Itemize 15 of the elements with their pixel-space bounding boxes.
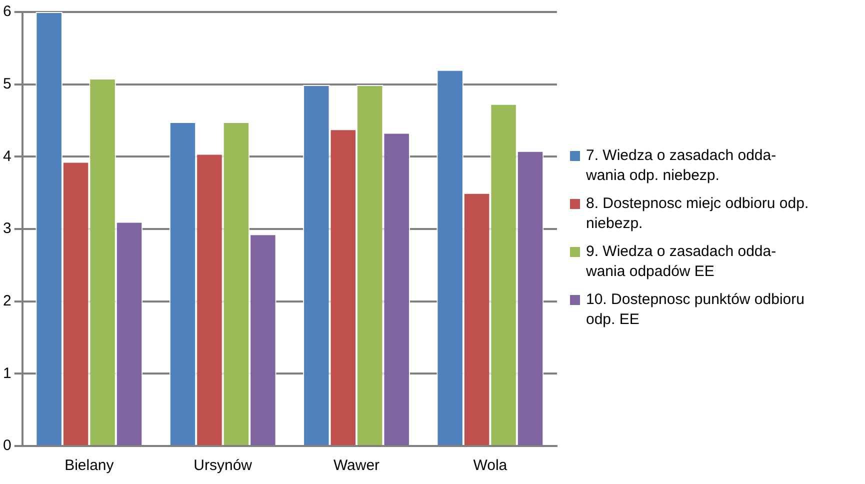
legend-label: 10. Dostepnosc punktów odbioru odp. EE: [586, 290, 806, 330]
legend-label: 8. Dostepnosc miejc odbioru odp. niebezp.: [586, 194, 810, 234]
y-tick-label: 3: [3, 220, 12, 238]
x-tick-label: Wawer: [333, 457, 380, 474]
y-tick-label: 6: [3, 3, 12, 20]
y-tick-label: 2: [3, 292, 12, 310]
y-tick-label: 0: [3, 437, 12, 454]
legend-label: 7. Wiedza o zasadach odda-wania odp. niebezp.: [586, 146, 778, 186]
legend-label: 9. Wiedza o zasadach odda-wania odpadów EE: [586, 242, 778, 282]
y-tick-label: 4: [3, 148, 12, 165]
x-tick-label: Bielany: [64, 457, 114, 474]
x-tick-label: Ursynów: [194, 457, 252, 474]
y-tick-label: 5: [3, 75, 12, 92]
x-tick-label: Wola: [473, 457, 508, 474]
y-tick-label: 1: [3, 364, 12, 382]
